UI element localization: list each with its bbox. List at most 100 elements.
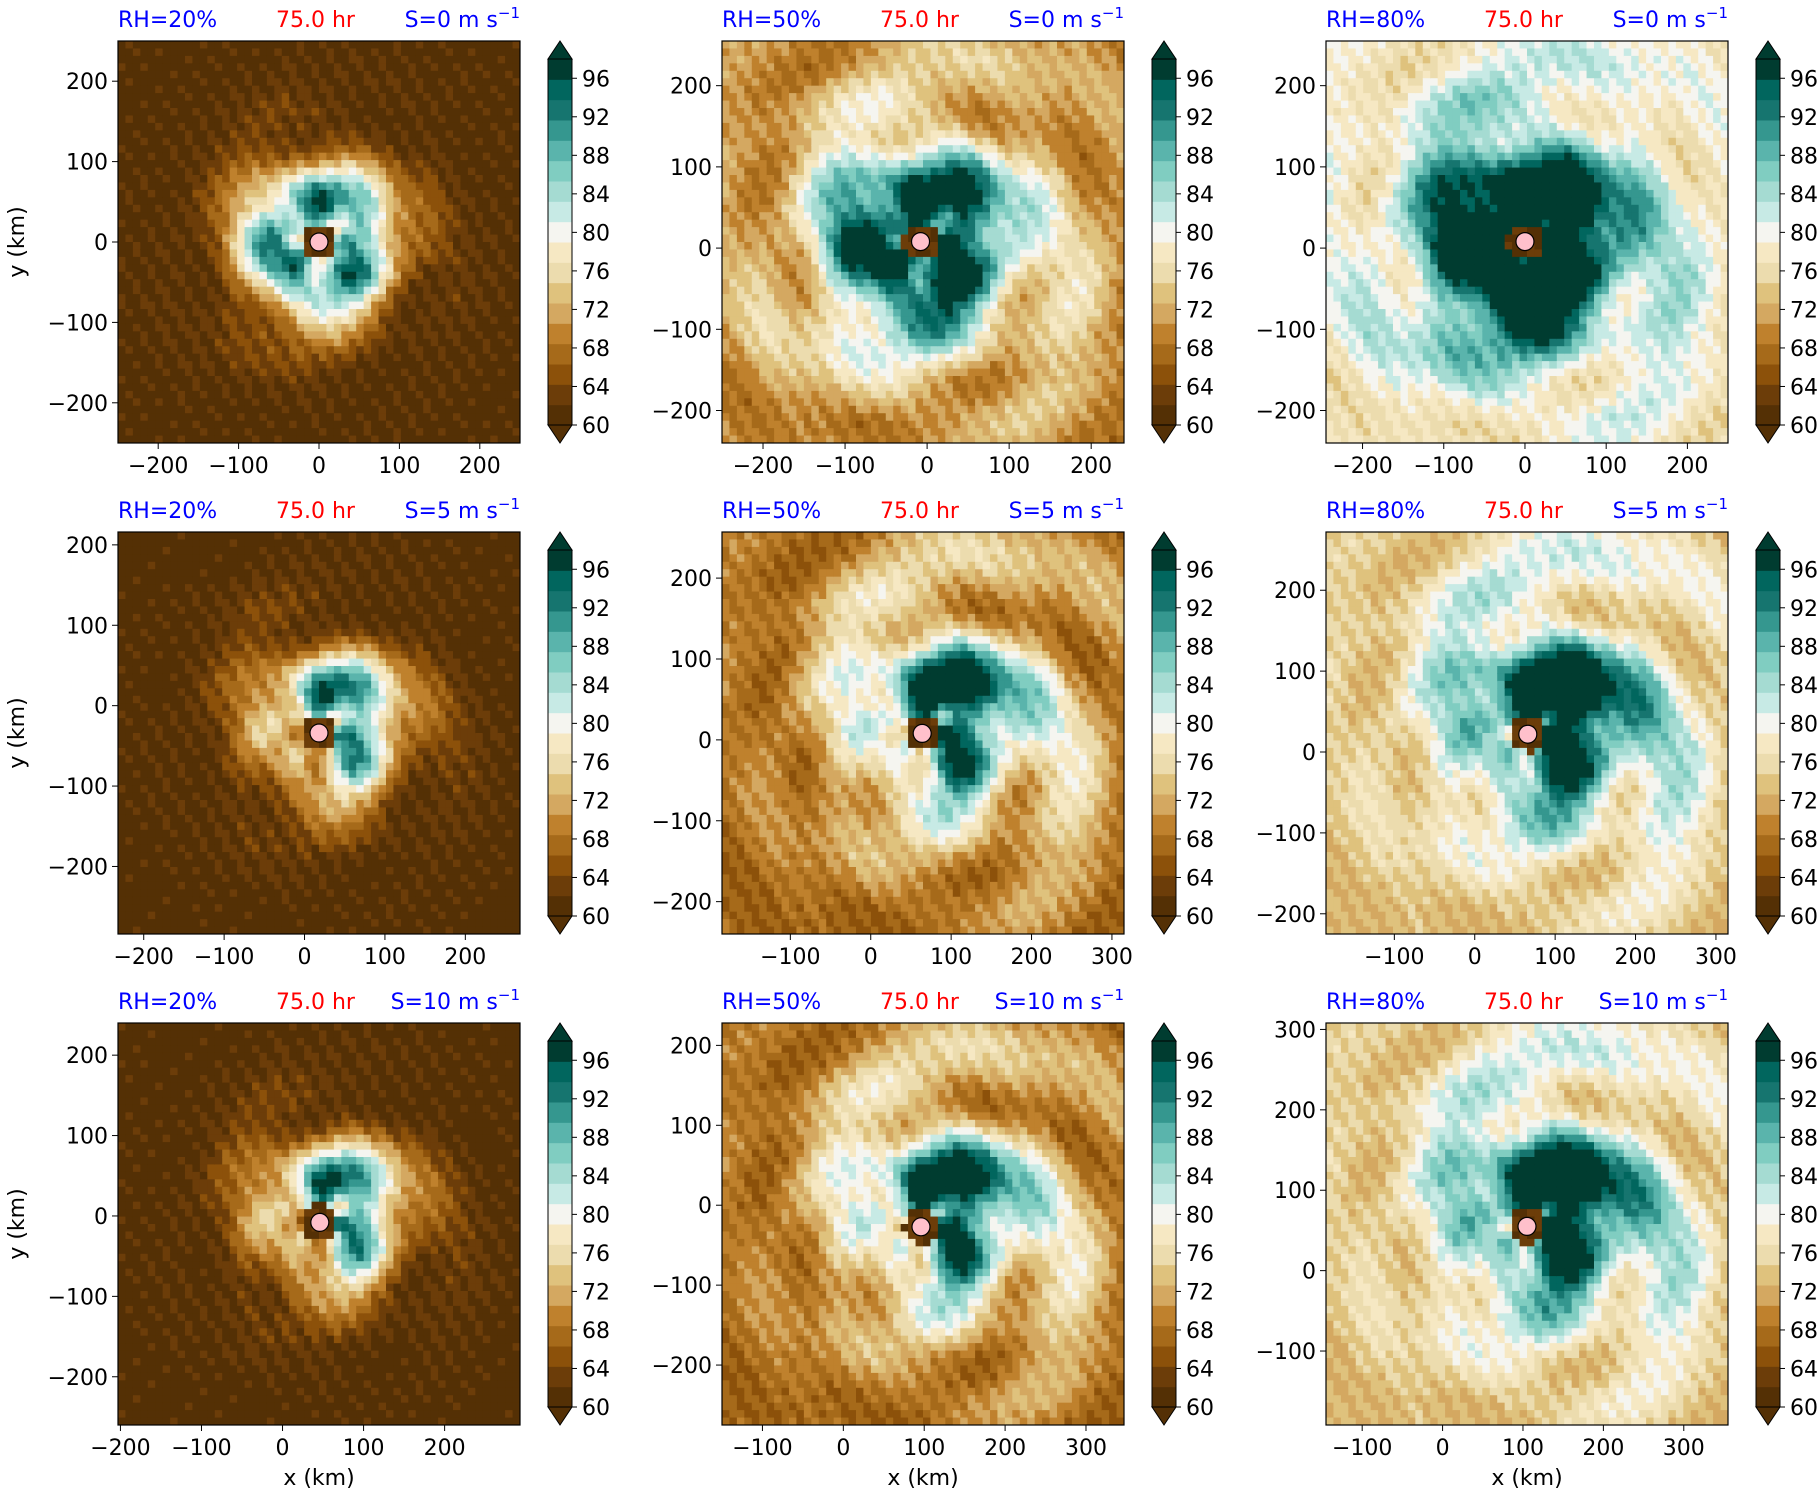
x-tick-label: 200 <box>424 1436 466 1461</box>
x-tick-label: 0 <box>276 1436 290 1461</box>
colorbar-tick-label: 88 <box>1186 144 1214 169</box>
rh-field <box>118 41 520 443</box>
x-tick-label: −100 <box>1414 454 1474 479</box>
y-tick-label: −100 <box>652 318 712 343</box>
colorbar-tick-label: 92 <box>1790 106 1817 131</box>
colorbar-extend-min <box>547 424 573 444</box>
colorbar-tick-label: 80 <box>1790 712 1817 737</box>
colorbar-tick-label: 60 <box>1790 905 1817 930</box>
colorbar-tick-label: 72 <box>582 789 610 814</box>
colorbar-tick-label: 60 <box>582 1396 610 1421</box>
x-tick-label: 0 <box>1436 1436 1450 1461</box>
rh-field <box>1326 41 1728 443</box>
colorbar-tick-label: 80 <box>582 221 610 246</box>
y-tick-label: −100 <box>1256 318 1316 343</box>
colorbar-tick-label: 76 <box>1186 751 1214 776</box>
colorbar-tick-label: 68 <box>1186 828 1214 853</box>
time-title: 75.0 hr <box>880 990 960 1015</box>
rh-title: RH=20% <box>118 990 217 1015</box>
colorbar-tick-label: 88 <box>582 635 610 660</box>
storm-center-marker <box>310 1212 330 1232</box>
y-tick-label: 200 <box>66 534 108 559</box>
rh-title: RH=50% <box>722 499 821 524</box>
rh-title: RH=80% <box>1326 990 1425 1015</box>
colorbar-tick-label: 80 <box>1186 221 1214 246</box>
storm-center-marker <box>309 232 329 252</box>
colorbar-tick-label: 96 <box>1186 67 1214 92</box>
x-tick-label: 100 <box>903 1436 945 1461</box>
y-tick-label: 200 <box>1274 579 1316 604</box>
y-tick-label: −200 <box>48 392 108 417</box>
colorbar-tick-label: 64 <box>1186 866 1214 891</box>
panel-3: −200 −100 0 100 200 −200 −100 0 100 200 RH=80% 75.0… <box>1256 4 1817 479</box>
x-tick-label: 300 <box>1695 945 1737 970</box>
y-tick-label: −100 <box>48 311 108 336</box>
rh-field <box>1326 1023 1728 1425</box>
colorbar-tick-label: 92 <box>582 597 610 622</box>
x-tick-label: −200 <box>90 1436 150 1461</box>
y-tick-label: −200 <box>1256 400 1316 425</box>
colorbar-tick-label: 72 <box>1186 298 1214 323</box>
colorbar-tick-label: 68 <box>1790 337 1817 362</box>
plot-frame <box>721 1022 1125 1426</box>
x-tick-label: 200 <box>1615 945 1657 970</box>
colorbar-tick-label: 96 <box>582 558 610 583</box>
colorbar-extend-max <box>1755 1022 1781 1042</box>
colorbar-tick-label: 84 <box>1790 674 1817 699</box>
storm-center-marker <box>1515 231 1535 252</box>
colorbar-tick-label: 92 <box>582 1088 610 1113</box>
panel-1: −200 −100 0 100 200 −200 −100 0 100 200 RH=20% 75.0… <box>5 4 610 479</box>
plot-frame <box>1325 1022 1729 1426</box>
rh-title: RH=20% <box>118 8 217 33</box>
colorbar-tick-label: 80 <box>582 1203 610 1228</box>
y-tick-label: −200 <box>652 1354 712 1379</box>
y-tick-label: −200 <box>48 855 108 880</box>
colorbar-tick-label: 96 <box>1186 558 1214 583</box>
colorbar-tick-label: 92 <box>1186 106 1214 131</box>
colorbar-tick-label: 96 <box>1790 67 1817 92</box>
x-tick-label: −100 <box>815 454 875 479</box>
x-tick-label: −200 <box>128 454 188 479</box>
colorbar-tick-label: 88 <box>582 1126 610 1151</box>
y-tick-label: 0 <box>1302 741 1316 766</box>
rh-title: RH=80% <box>1326 499 1425 524</box>
time-title: 75.0 hr <box>1484 990 1564 1015</box>
colorbar-tick-label: 64 <box>1186 1357 1214 1382</box>
time-title: 75.0 hr <box>1484 8 1564 33</box>
y-tick-label: 100 <box>1274 1179 1316 1204</box>
shear-title: S=5 m s−1 <box>405 495 520 524</box>
x-tick-label: −100 <box>732 1436 792 1461</box>
y-tick-label: −100 <box>652 1274 712 1299</box>
colorbar-tick-label: 76 <box>1186 1242 1214 1267</box>
x-tick-label: 200 <box>1011 945 1053 970</box>
y-tick-label: 200 <box>670 567 712 592</box>
x-tick-label: 300 <box>1065 1436 1107 1461</box>
panel-8: −100 0 100 200 300 −200 −100 0 100 200 RH=50% 75.0 … <box>652 986 1214 1491</box>
colorbar-tick-label: 68 <box>1790 1319 1817 1344</box>
colorbar-tick-label: 88 <box>582 144 610 169</box>
colorbar-tick-label: 84 <box>582 183 610 208</box>
colorbar-tick-label: 76 <box>1790 260 1817 285</box>
y-tick-label: 0 <box>1302 1260 1316 1285</box>
x-tick-label: 200 <box>1666 454 1708 479</box>
colorbar-extend-max <box>1151 40 1177 60</box>
y-tick-label: 200 <box>670 75 712 100</box>
y-axis-label: y (km) <box>5 1188 30 1259</box>
colorbar-extend-min <box>1755 1406 1781 1426</box>
colorbar: 60 64 68 72 76 80 84 88 92 96 <box>1151 531 1214 935</box>
colorbar-tick-label: 72 <box>1186 789 1214 814</box>
y-tick-label: 100 <box>66 151 108 176</box>
plot-frame <box>117 531 521 935</box>
rh-title: RH=50% <box>722 8 821 33</box>
x-tick-label: 200 <box>444 945 486 970</box>
y-tick-label: −100 <box>1256 1340 1316 1365</box>
y-tick-label: 200 <box>66 1044 108 1069</box>
time-title: 75.0 hr <box>1484 499 1564 524</box>
time-title: 75.0 hr <box>276 8 356 33</box>
colorbar-tick-label: 92 <box>1186 597 1214 622</box>
y-tick-label: −100 <box>48 1285 108 1310</box>
x-tick-label: 0 <box>1518 454 1532 479</box>
time-title: 75.0 hr <box>276 499 356 524</box>
y-tick-label: 200 <box>1274 75 1316 100</box>
rh-field <box>118 1023 520 1425</box>
